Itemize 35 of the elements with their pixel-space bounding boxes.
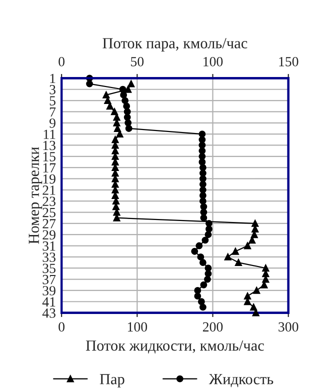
y-tick-label: 9 — [50, 118, 56, 128]
y-tick-label: 17 — [43, 163, 56, 172]
y-tick-label: 1 — [50, 74, 56, 84]
x2-tick-label: 100 — [204, 56, 223, 66]
x2-tick-label: 50 — [131, 56, 144, 66]
y-tick-label: 27 — [42, 219, 56, 228]
x2-tick-label: 0 — [58, 56, 65, 66]
y-tick-label: 13 — [43, 140, 56, 150]
y-tick-label: 29 — [42, 230, 56, 240]
x2-tick-label: 150 — [279, 56, 298, 66]
legend-label: Жидкость — [208, 374, 274, 388]
y-tick-label: 25 — [42, 208, 56, 218]
y-tick-label: 5 — [50, 96, 56, 106]
y-tick-label: 43 — [42, 308, 56, 318]
x-tick-label: 300 — [278, 322, 298, 332]
y-axis-title: Номер тарелки — [28, 147, 42, 244]
y-tick-label: 33 — [42, 252, 56, 262]
legend-label: Пар — [100, 374, 124, 388]
y-tick-label: 39 — [42, 286, 56, 296]
x-tick-label: 0 — [58, 322, 65, 332]
y-tick-label: 31 — [42, 241, 56, 251]
y-tick-label: 11 — [44, 130, 56, 139]
y-tick-label: 35 — [42, 264, 56, 274]
x-tick-label: 200 — [202, 322, 223, 332]
y-tick-label: 15 — [43, 152, 56, 162]
x-axis-title: Поток жидкости, кмоль/час — [86, 340, 264, 354]
y-tick-label: 21 — [42, 186, 56, 195]
x-tick-label: 100 — [128, 322, 148, 332]
y-tick-label: 7 — [50, 107, 56, 117]
y-tick-label: 23 — [42, 196, 56, 206]
y-tick-label: 3 — [50, 84, 56, 94]
y-tick-label: 37 — [42, 274, 56, 284]
y-tick-label: 41 — [42, 297, 56, 306]
x2-axis-title: Поток пара, кмоль/час — [102, 38, 248, 52]
y-tick-label: 19 — [43, 174, 56, 184]
